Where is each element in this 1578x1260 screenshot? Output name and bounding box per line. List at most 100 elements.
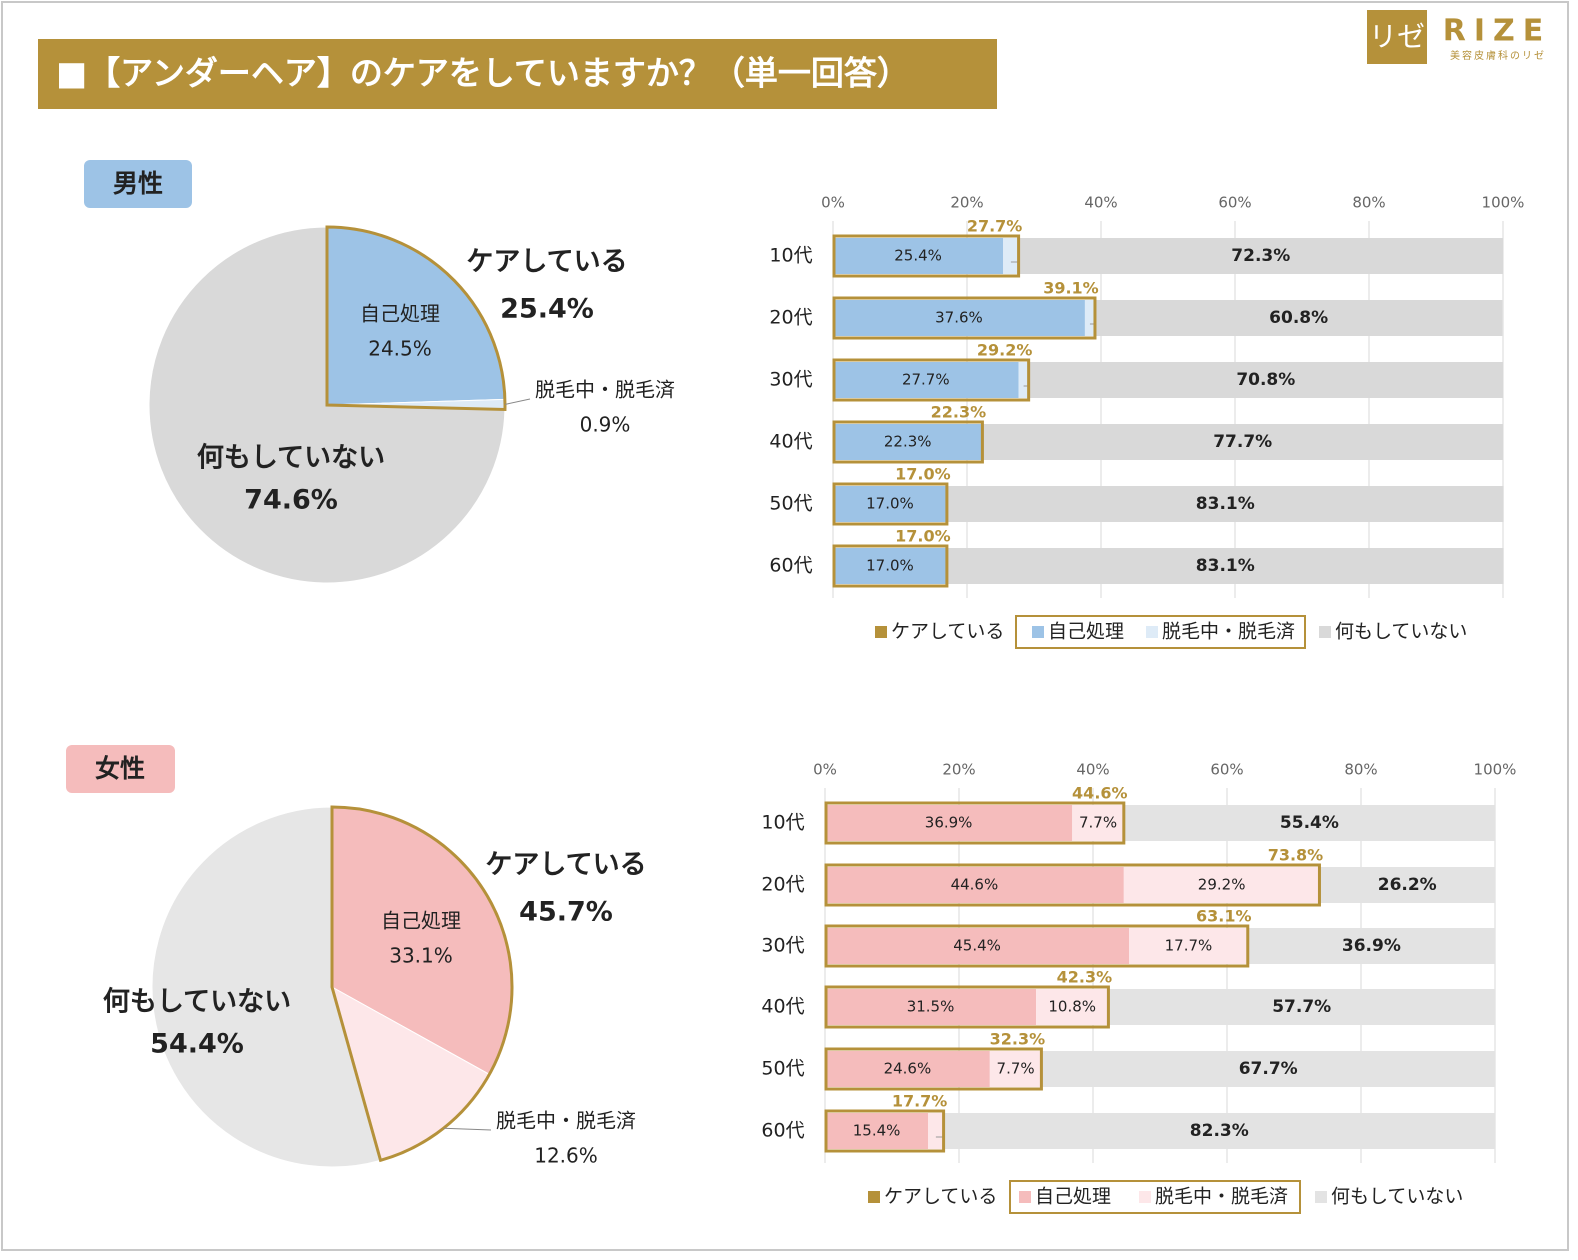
bar-label: 7.7%	[1079, 814, 1117, 832]
leader-line	[504, 398, 531, 405]
y-tick-label: 20代	[761, 874, 804, 896]
bar-label: 7.7%	[997, 1060, 1035, 1078]
legend-box	[1015, 615, 1306, 649]
bar-label: 70.8%	[1236, 370, 1295, 390]
legend-swatch	[1315, 1191, 1327, 1203]
slice-label: 脱毛中・脱毛済	[535, 378, 675, 402]
bar-label: 83.1%	[1196, 556, 1255, 576]
care-label: 73.8%	[1268, 846, 1324, 865]
group-title: 女性	[95, 754, 145, 783]
care-label: 32.3%	[990, 1030, 1046, 1049]
slice-label: 何もしていない	[103, 987, 291, 1018]
slice-label: 自己処理	[381, 909, 461, 933]
care-outline	[824, 1047, 1043, 1091]
group-label: ケアしている	[485, 850, 646, 881]
slice-label: 何もしていない	[197, 443, 385, 474]
bar-segment	[825, 1051, 990, 1087]
bar-label: 83.1%	[1196, 494, 1255, 514]
legend-label: 脱毛中・脱毛済	[1162, 621, 1295, 643]
care-outline	[832, 234, 1021, 278]
bar-label: 10.8%	[1048, 998, 1096, 1016]
bar-segment	[943, 1113, 1495, 1149]
group-badge	[84, 160, 192, 208]
bar-label: 17.0%	[866, 557, 914, 575]
bar-label: 36.9%	[1342, 936, 1401, 956]
care-outline	[832, 358, 1031, 402]
slice-value: 54.4%	[150, 1029, 244, 1060]
y-tick-label: 60代	[769, 555, 812, 577]
care-outline	[832, 482, 949, 526]
bar-segment	[825, 805, 1073, 841]
x-tick-label: 20%	[942, 761, 975, 779]
bar-label: 37.6%	[935, 309, 983, 327]
x-tick-label: 100%	[1482, 194, 1525, 212]
care-label: 17.0%	[895, 527, 951, 546]
bar-segment	[982, 424, 1503, 460]
bar-label: 77.7%	[1213, 432, 1272, 452]
x-tick-label: 40%	[1076, 761, 1109, 779]
bar-segment	[1036, 989, 1109, 1025]
x-tick-label: 0%	[821, 194, 845, 212]
bar-segment	[1018, 362, 1029, 398]
bar-label: 26.2%	[1378, 875, 1437, 895]
x-tick-label: 80%	[1352, 194, 1385, 212]
bar-segment	[833, 238, 1004, 274]
bar-segment	[946, 548, 1504, 584]
care-label: 27.7%	[967, 217, 1023, 236]
logo-name: RIZE	[1443, 14, 1552, 49]
group-value: 25.4%	[500, 294, 594, 325]
legend-swatch	[875, 626, 887, 638]
care-label: 29.2%	[977, 341, 1033, 360]
bar-segment	[1108, 989, 1495, 1025]
x-tick-label: 100%	[1474, 761, 1517, 779]
bar-segment	[825, 867, 1124, 903]
bar-label: 22.3%	[884, 433, 932, 451]
group-title: 男性	[113, 169, 163, 198]
bar-label: 72.3%	[1231, 246, 1290, 266]
legend-label: 自己処理	[1035, 1186, 1111, 1208]
x-tick-label: 60%	[1210, 761, 1243, 779]
logo-mark-bg	[1367, 10, 1427, 64]
y-tick-label: 60代	[761, 1120, 804, 1142]
title: ■【アンダーヘア】のケアをしていますか？（単一回答）	[56, 54, 910, 93]
bar-segment	[1084, 300, 1095, 336]
bar-segment	[1003, 238, 1019, 274]
bar-segment	[1028, 362, 1503, 398]
legend-label: ケアしている	[884, 1186, 997, 1208]
bar-segment	[1247, 928, 1495, 964]
bar-label: 17.7%	[1165, 937, 1213, 955]
bar-segment	[1319, 867, 1495, 903]
care-outline	[832, 420, 984, 464]
logo-mark: リゼ	[1369, 20, 1425, 53]
bar-segment	[946, 486, 1504, 522]
x-tick-label: 0%	[813, 761, 837, 779]
legend-swatch	[868, 1191, 880, 1203]
x-tick-label: 20%	[950, 194, 983, 212]
slice-value: 12.6%	[534, 1144, 598, 1168]
care-label: 63.1%	[1196, 907, 1252, 926]
slice-value: 74.6%	[244, 485, 338, 516]
care-outline	[832, 544, 949, 588]
legend-label: 自己処理	[1048, 621, 1124, 643]
y-tick-label: 50代	[761, 1058, 804, 1080]
bar-label: 44.6%	[951, 876, 999, 894]
slice-value: 24.5%	[368, 337, 432, 361]
legend-label: 脱毛中・脱毛済	[1155, 1186, 1288, 1208]
bar-label: 82.3%	[1190, 1121, 1249, 1141]
care-label: 17.7%	[892, 1092, 948, 1111]
care-outline	[824, 985, 1110, 1029]
leader-line	[443, 1127, 492, 1131]
care-label: 17.0%	[895, 465, 951, 484]
care-label: 22.3%	[931, 403, 987, 422]
bar-label: 29.2%	[1198, 876, 1246, 894]
bar-label: 17.0%	[866, 495, 914, 513]
bar-segment	[1072, 805, 1124, 841]
group-badge	[66, 745, 175, 793]
bar-segment	[1018, 238, 1503, 274]
bar-segment	[1094, 300, 1503, 336]
care-outline	[824, 924, 1250, 968]
y-tick-label: 40代	[769, 431, 812, 453]
bar-segment	[928, 1113, 944, 1149]
